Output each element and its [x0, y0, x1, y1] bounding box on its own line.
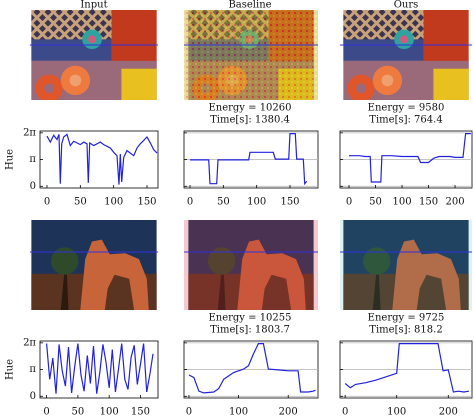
tint-overlay: [184, 220, 318, 310]
y-axis-label: Hue: [5, 149, 16, 170]
y-axis-label: Hue: [5, 359, 16, 380]
noise-overlay: [184, 10, 318, 100]
x-tick-label: 50: [217, 197, 230, 208]
x-tick-label: 100: [229, 407, 248, 418]
time-caption: Time[s]: 818.2: [369, 325, 442, 336]
x-tick-label: 50: [74, 197, 87, 208]
column-title: Baseline: [228, 0, 271, 11]
time-caption: Time[s]: 1803.7: [210, 325, 290, 336]
x-tick-label: 0: [187, 197, 193, 208]
y-tick-label: 2π: [23, 127, 36, 138]
time-caption: Time[s]: 1380.4: [210, 115, 290, 126]
hue-line: [188, 343, 316, 394]
y-tick-label: 0: [30, 391, 36, 402]
y-tick-label: 2π: [23, 337, 36, 348]
x-tick-label: 150: [131, 407, 150, 418]
x-tick-label: 0: [44, 197, 50, 208]
x-tick-label: 0: [186, 407, 192, 418]
x-tick-label: 150: [137, 197, 156, 208]
y-tick-label: 0: [30, 181, 36, 192]
column-title: Ours: [394, 0, 419, 11]
y-tick-label: π: [29, 364, 36, 375]
x-tick-label: 100: [387, 407, 406, 418]
x-tick-label: 100: [392, 197, 411, 208]
x-tick-label: 100: [100, 407, 119, 418]
y-tick-label: π: [29, 154, 36, 165]
energy-caption: Energy = 9725: [368, 313, 445, 324]
hue-line: [190, 133, 308, 186]
x-tick-label: 100: [104, 197, 123, 208]
tint-overlay: [340, 220, 472, 310]
energy-caption: Energy = 9580: [368, 103, 445, 114]
x-tick-label: 150: [419, 197, 438, 208]
x-tick-label: 200: [279, 407, 298, 418]
image: [343, 10, 469, 100]
energy-caption: Energy = 10255: [208, 313, 291, 324]
x-tick-label: 200: [439, 407, 458, 418]
image: [31, 220, 157, 310]
x-tick-label: 50: [72, 407, 85, 418]
time-caption: Time[s]: 764.4: [369, 115, 442, 126]
x-tick-label: 100: [247, 197, 266, 208]
x-tick-label: 0: [346, 197, 352, 208]
energy-caption: Energy = 10260: [208, 103, 291, 114]
x-tick-label: 0: [43, 407, 49, 418]
hue-line: [344, 343, 469, 393]
x-tick-label: 200: [445, 197, 464, 208]
image: [31, 10, 157, 100]
hue-line: [46, 343, 154, 394]
hue-line: [46, 133, 158, 185]
x-tick-label: 50: [369, 197, 382, 208]
plot-frame: [39, 130, 159, 189]
hue-line: [349, 133, 471, 183]
column-title: Input: [80, 0, 107, 11]
x-tick-label: 0: [342, 407, 348, 418]
x-tick-label: 150: [280, 197, 299, 208]
